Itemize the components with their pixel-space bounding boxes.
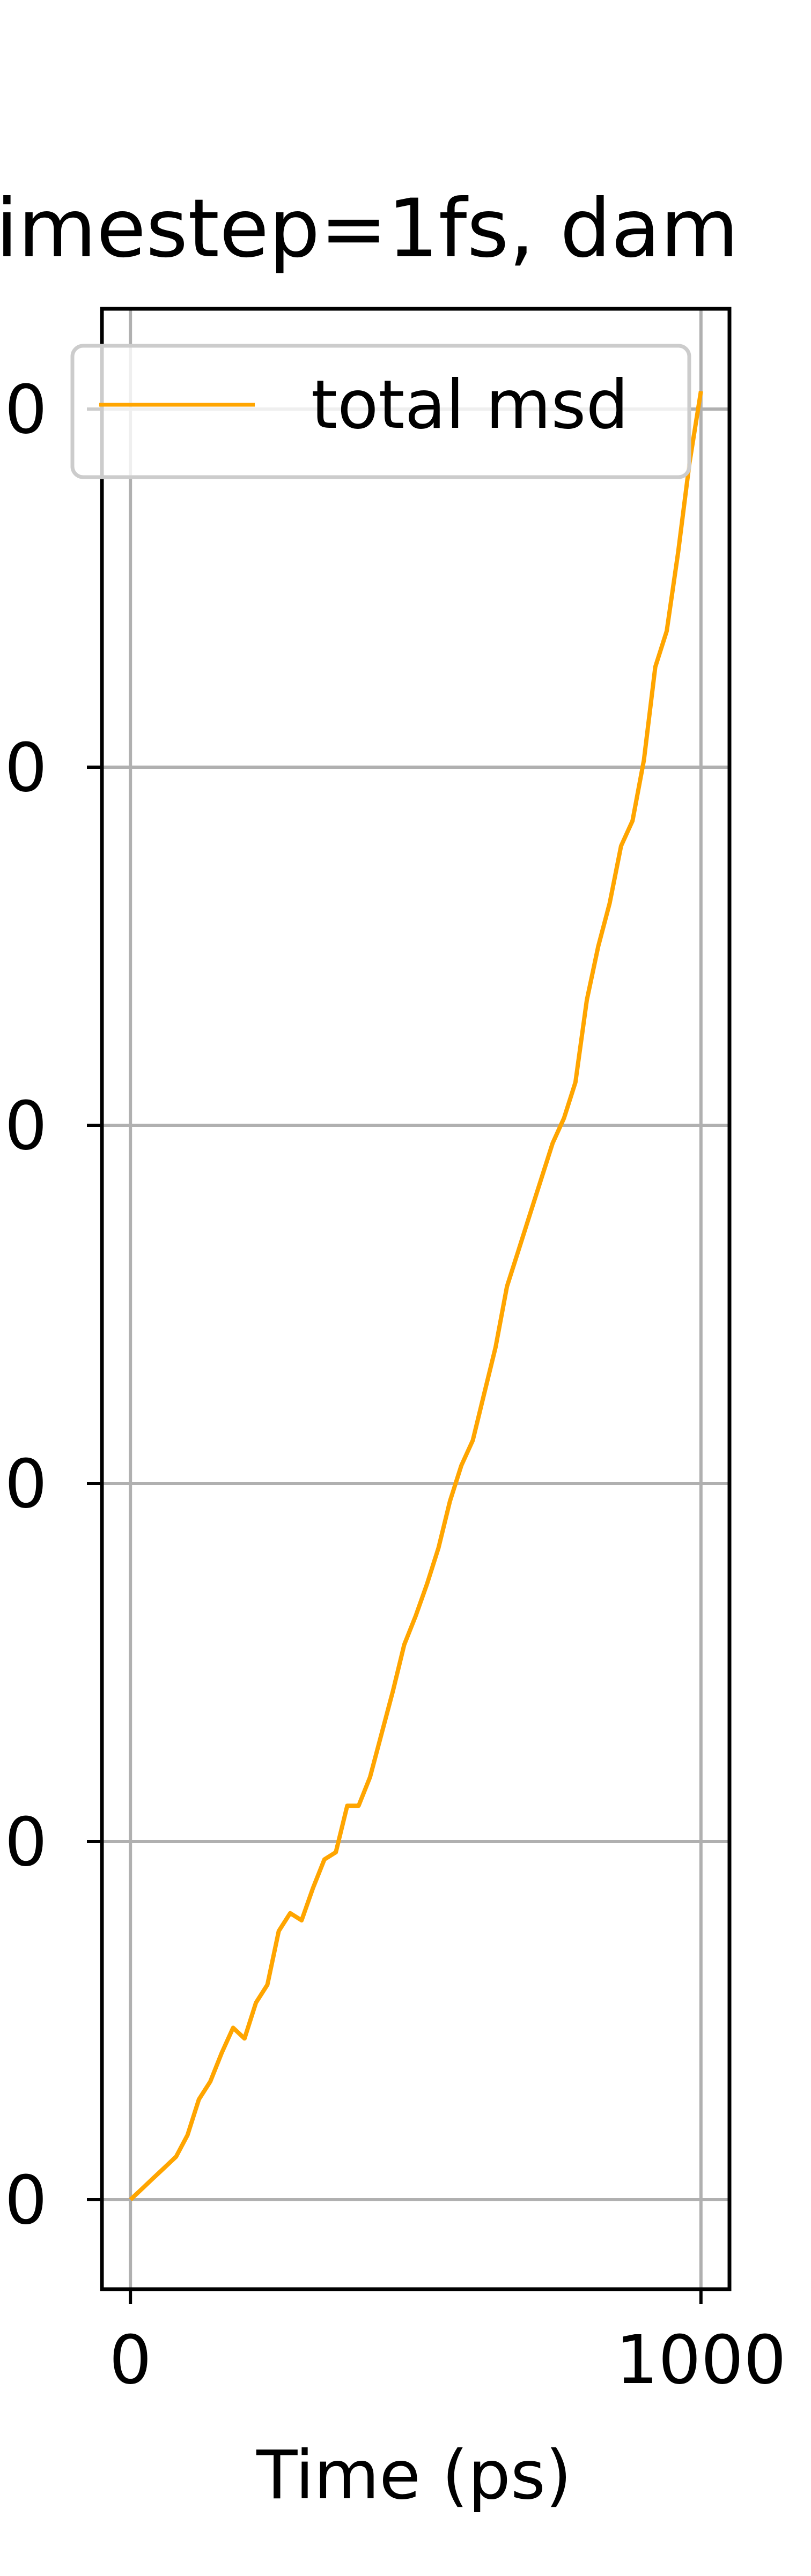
grid [102, 309, 729, 2289]
axes: 0 1000 0 0 0 0 0 0 [4, 371, 786, 2399]
y-tick-label: 0 [4, 729, 47, 807]
y-tick-label: 0 [4, 371, 47, 449]
series-layer [129, 390, 703, 2201]
legend: total msd [70, 344, 691, 479]
legend-label-total-msd: total msd [311, 366, 629, 444]
x-tick-label: 1000 [616, 2321, 786, 2399]
series-line-total-msd [129, 390, 703, 2201]
x-axis-label: Time (ps) [256, 2437, 572, 2514]
x-tick-label: 0 [109, 2321, 152, 2399]
y-tick-label: 0 [4, 1087, 47, 1165]
y-tick-label: 0 [4, 1803, 47, 1881]
plot-frame [100, 307, 732, 2291]
legend-box [70, 344, 691, 479]
y-tick-label: 0 [4, 1445, 47, 1523]
y-tick-label: 0 [4, 2162, 47, 2239]
chart-title: imestep=1fs, dam [0, 182, 739, 276]
